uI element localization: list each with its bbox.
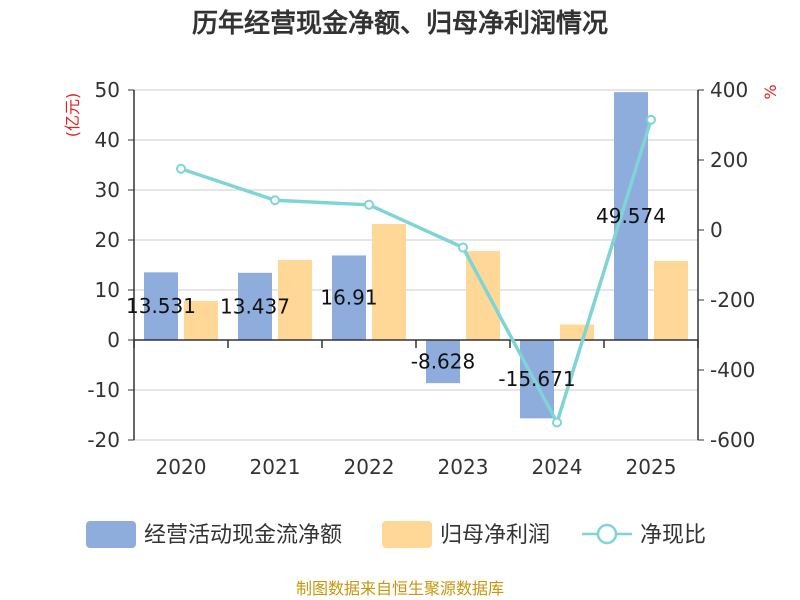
net-profit-bar (560, 324, 594, 340)
chart-title: 历年经营现金净额、归母净利润情况 (192, 8, 608, 39)
cash-flow-data-label: -8.628 (411, 350, 475, 374)
cash-flow-bar (144, 272, 178, 340)
net-profit-bar (372, 224, 406, 340)
legend-item[interactable]: 归母净利润 (382, 521, 550, 548)
ratio-point (552, 417, 562, 428)
cash-flow-bar (332, 255, 366, 340)
x-tick-label: 2024 (532, 455, 583, 479)
legend-label: 经营活动现金流净额 (144, 523, 342, 548)
legend-swatch-marker (596, 523, 618, 545)
legend-label: 归母净利润 (440, 523, 550, 548)
left-tick-label: 50 (95, 78, 120, 102)
right-axis-unit: % (761, 84, 780, 99)
left-tick-label: 20 (95, 228, 120, 252)
x-tick-label: 2022 (344, 455, 395, 479)
left-axis-unit: (亿元) (63, 93, 82, 138)
left-tick-label: 0 (107, 328, 120, 352)
cash-flow-data-label: 13.531 (126, 294, 196, 318)
legend-swatch (86, 521, 136, 548)
right-tick-label: 0 (710, 218, 723, 242)
right-tick-label: -400 (710, 358, 755, 382)
right-tick-label: -200 (710, 288, 755, 312)
legend-item[interactable]: 净现比 (582, 523, 706, 548)
source-note: 制图数据来自恒生聚源数据库 (296, 579, 504, 598)
ratio-series-line (180, 119, 653, 428)
legend-swatch (382, 521, 432, 548)
legend[interactable]: 经营活动现金流净额 归母净利润 净现比 (86, 521, 706, 548)
cash-flow-bar (238, 272, 272, 340)
cash-flow-data-label: -15.671 (498, 367, 575, 391)
net-profit-bar (654, 261, 688, 340)
data-labels: 13.531 13.437 16.91 -8.628 -15.671 49.574 (126, 204, 666, 391)
x-tick-label: 2023 (438, 455, 489, 479)
legend-item[interactable]: 经营活动现金流净额 (86, 521, 342, 548)
left-tick-label: -10 (87, 378, 120, 402)
x-tick-label: 2020 (156, 455, 207, 479)
cash-flow-data-label: 49.574 (596, 204, 666, 228)
cash-flow-data-label: 13.437 (220, 294, 290, 318)
left-tick-label: 30 (95, 178, 120, 202)
ratio-point (646, 114, 656, 125)
bars (144, 92, 688, 419)
gridlines (134, 89, 698, 441)
legend-label: 净现比 (640, 523, 706, 548)
x-tick-label: 2025 (626, 455, 677, 479)
ratio-point (458, 242, 468, 253)
axes: 50 40 30 20 10 0 -10 -20 400 200 0 -200 -400 -600 2020… (87, 78, 755, 479)
cash-flow-bar (426, 340, 460, 384)
left-tick-label: 40 (95, 128, 120, 152)
right-tick-label: 200 (710, 148, 748, 172)
ratio-line (176, 114, 656, 428)
cash-flow-data-label: 16.91 (320, 286, 377, 310)
right-tick-label: 400 (710, 78, 748, 102)
left-tick-label: 10 (95, 278, 120, 302)
net-profit-bar (184, 301, 218, 340)
ratio-point (270, 195, 280, 206)
x-tick-label: 2021 (250, 455, 301, 479)
net-profit-bar (278, 260, 312, 340)
right-tick-label: -600 (710, 428, 755, 452)
ratio-point (364, 199, 374, 210)
left-tick-label: -20 (87, 428, 120, 452)
ratio-point (176, 163, 186, 174)
